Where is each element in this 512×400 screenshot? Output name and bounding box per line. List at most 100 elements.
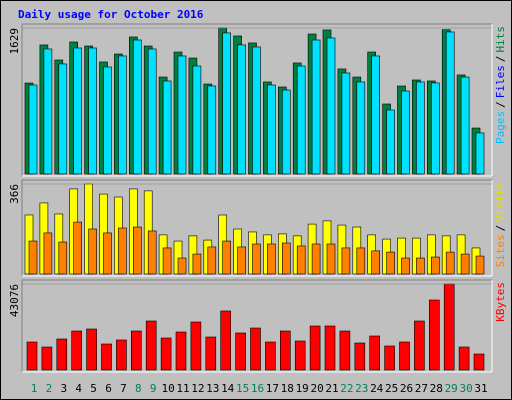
bar xyxy=(86,328,97,371)
bar xyxy=(356,247,366,275)
x-tick-label: 12 xyxy=(191,382,204,395)
chart-title: Daily usage for October 2016 xyxy=(18,8,204,21)
bar xyxy=(311,39,321,175)
bar xyxy=(356,81,366,175)
bar xyxy=(147,230,157,275)
bar xyxy=(309,325,321,371)
x-tick-label: 2 xyxy=(46,382,53,395)
x-tick-label: 15 xyxy=(236,382,249,395)
legend-entry: Files xyxy=(494,65,507,98)
bar xyxy=(43,48,53,175)
bar xyxy=(131,330,142,371)
x-tick-label: 24 xyxy=(370,382,384,395)
x-tick-label: 23 xyxy=(355,382,368,395)
bar xyxy=(416,81,425,175)
bar xyxy=(58,63,68,175)
bar xyxy=(445,31,455,175)
bar xyxy=(460,76,470,175)
x-tick-label: 22 xyxy=(340,382,353,395)
x-tick-label: 28 xyxy=(430,382,443,395)
bar xyxy=(103,66,112,175)
bar xyxy=(294,340,306,371)
bar xyxy=(58,241,68,275)
bar xyxy=(222,32,231,175)
bar xyxy=(116,339,127,371)
bar xyxy=(252,243,261,275)
bar xyxy=(250,327,261,371)
bar xyxy=(118,55,127,175)
bar xyxy=(207,246,217,275)
bar xyxy=(281,242,291,275)
bar xyxy=(160,337,172,371)
bar xyxy=(43,232,53,275)
bar xyxy=(133,39,142,175)
bar xyxy=(237,246,246,275)
bar xyxy=(386,251,395,275)
x-tick-label: 21 xyxy=(325,382,338,395)
bar xyxy=(71,330,82,371)
bar xyxy=(252,46,261,175)
bar xyxy=(56,338,68,371)
bar xyxy=(401,257,410,275)
bar xyxy=(371,55,381,175)
bar xyxy=(147,48,157,175)
bar xyxy=(386,109,395,175)
x-tick-label: 19 xyxy=(296,382,309,395)
x-tick-label: 9 xyxy=(150,382,157,395)
bar xyxy=(162,80,172,175)
x-tick-label: 1 xyxy=(31,382,38,395)
bar xyxy=(279,330,291,371)
bar xyxy=(267,84,276,175)
bar xyxy=(475,255,485,275)
bar xyxy=(460,253,470,275)
bar xyxy=(296,65,306,175)
bar xyxy=(430,256,440,275)
bar xyxy=(326,37,336,175)
x-tick-label: 8 xyxy=(135,382,142,395)
x-tick-label: 17 xyxy=(266,382,279,395)
bar xyxy=(371,250,381,275)
x-tick-label: 27 xyxy=(415,382,428,395)
legend: Sites / Visits xyxy=(494,182,507,268)
legend: Pages / Files / Hits xyxy=(494,26,507,144)
bar xyxy=(296,245,306,275)
legend-entry: KBytes xyxy=(494,282,507,322)
bar xyxy=(190,321,202,371)
bar xyxy=(133,226,142,275)
bar xyxy=(399,341,410,371)
x-tick-label: 18 xyxy=(281,382,294,395)
bar xyxy=(26,341,38,371)
bar xyxy=(175,331,187,371)
x-tick-label: 13 xyxy=(206,382,219,395)
bar xyxy=(220,310,231,371)
x-tick-label: 26 xyxy=(400,382,413,395)
bar xyxy=(265,341,276,371)
legend-entry: Hits xyxy=(494,26,507,53)
x-tick-label: 31 xyxy=(474,382,487,395)
bar xyxy=(192,65,202,175)
bar xyxy=(443,283,455,371)
x-tick-label: 25 xyxy=(385,382,398,395)
bar xyxy=(341,247,351,275)
y-tick-label: 1629 xyxy=(8,28,21,55)
bar xyxy=(341,72,351,175)
bar xyxy=(237,44,246,175)
bar xyxy=(430,82,440,175)
bar xyxy=(414,320,425,371)
bar xyxy=(222,240,231,275)
legend-separator: / xyxy=(494,56,507,63)
bar xyxy=(311,243,321,275)
bar xyxy=(41,346,53,371)
bar xyxy=(473,353,485,371)
bar xyxy=(326,243,336,275)
bar xyxy=(73,47,82,175)
x-tick-label: 16 xyxy=(251,382,264,395)
x-tick-label: 3 xyxy=(60,382,67,395)
bar xyxy=(401,90,410,175)
legend-entry: Sites xyxy=(494,234,507,267)
bar xyxy=(445,251,455,275)
x-tick-label: 10 xyxy=(161,382,174,395)
legend: KBytes xyxy=(494,282,507,322)
bar xyxy=(101,343,112,371)
